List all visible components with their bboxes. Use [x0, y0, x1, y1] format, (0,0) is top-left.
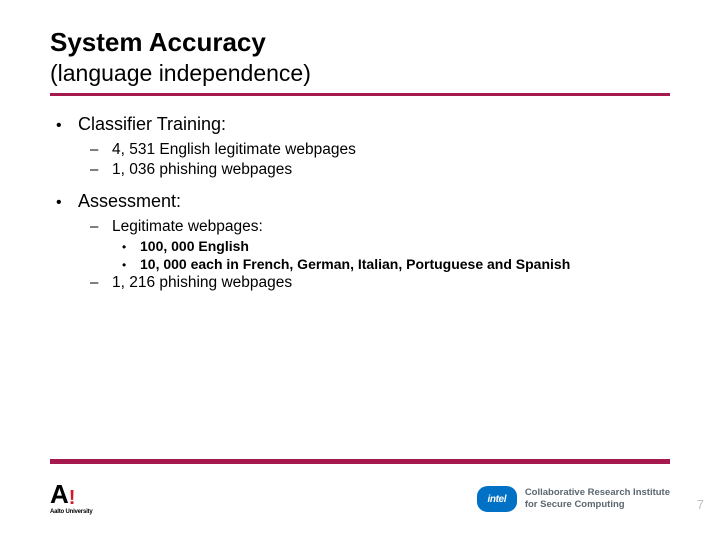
slide: System Accuracy (language independence) …	[0, 0, 720, 540]
bullet-lvl2: – 4, 531 English legitimate webpages	[90, 141, 670, 159]
bullet-dot-icon: •	[122, 258, 140, 272]
aalto-a-icon: A	[50, 483, 68, 506]
intel-collab-logo: intel Collaborative Research Institute f…	[477, 486, 670, 512]
bullet-lvl3: • 10, 000 each in French, German, Italia…	[122, 256, 670, 272]
intel-logo-icon: intel	[477, 486, 517, 512]
aalto-logo: A ! Aalto University	[50, 483, 92, 514]
slide-subtitle: (language independence)	[50, 60, 670, 87]
bullet-text: Legitimate webpages:	[112, 218, 263, 236]
bullet-dot-icon: •	[50, 117, 78, 135]
logo-row: A ! Aalto University intel Collaborative…	[50, 476, 670, 522]
bullet-lvl1: • Classifier Training:	[50, 114, 670, 135]
collab-line1: Collaborative Research Institute	[525, 487, 670, 499]
bullet-lvl2: – Legitimate webpages:	[90, 218, 670, 236]
bullet-text: 10, 000 each in French, German, Italian,…	[140, 256, 570, 272]
bullet-lvl3: • 100, 000 English	[122, 238, 670, 254]
bullet-dot-icon: •	[50, 194, 78, 212]
bullet-lvl2: – 1, 036 phishing webpages	[90, 161, 670, 179]
bullet-text: 1, 036 phishing webpages	[112, 161, 292, 179]
bullet-dash-icon: –	[90, 274, 112, 291]
bullet-text: Assessment:	[78, 191, 181, 212]
title-divider	[50, 93, 670, 96]
bullet-text: Classifier Training:	[78, 114, 226, 135]
bullet-text: 100, 000 English	[140, 238, 249, 254]
bullet-dot-icon: •	[122, 240, 140, 254]
bullet-text: 4, 531 English legitimate webpages	[112, 141, 356, 159]
bullet-text: 1, 216 phishing webpages	[112, 274, 292, 292]
page-number: 7	[697, 497, 704, 512]
slide-title: System Accuracy	[50, 28, 670, 58]
collab-line2: for Secure Computing	[525, 499, 670, 511]
bullet-lvl2: – 1, 216 phishing webpages	[90, 274, 670, 292]
bullet-dash-icon: –	[90, 161, 112, 178]
intel-collab-text: Collaborative Research Institute for Sec…	[525, 487, 670, 511]
footer-divider	[50, 459, 670, 464]
aalto-bang-icon: !	[69, 489, 76, 507]
bullet-dash-icon: –	[90, 141, 112, 158]
slide-body: • Classifier Training: – 4, 531 English …	[50, 114, 670, 292]
aalto-label: Aalto University	[50, 509, 92, 515]
bullet-lvl1: • Assessment:	[50, 191, 670, 212]
bullet-dash-icon: –	[90, 218, 112, 235]
